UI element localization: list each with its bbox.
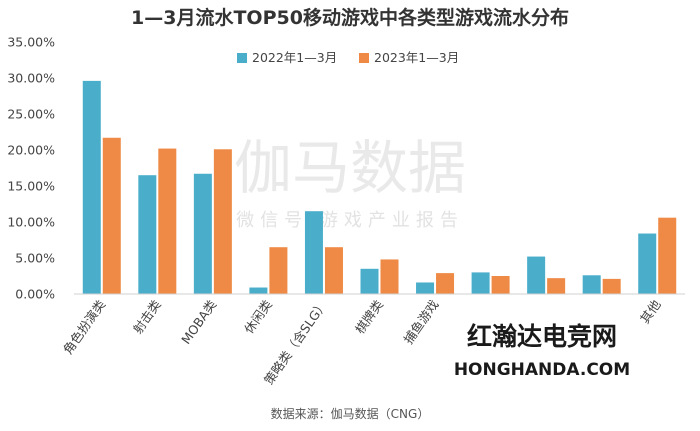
bar-2023 xyxy=(158,148,177,294)
x-category-label: MOBA类 xyxy=(178,297,219,347)
bar-2023 xyxy=(380,259,399,294)
watermark-subtitle: 微信号 游戏产业报告 xyxy=(236,210,464,231)
watermark-logo-text: 伽马数据 xyxy=(234,134,466,202)
bar-2022 xyxy=(249,287,268,294)
brand-overlay-en: HONGHANDA.COM xyxy=(454,360,630,380)
bar-2022 xyxy=(138,175,157,294)
y-tick-label: 0.00% xyxy=(15,287,55,302)
bar-2023 xyxy=(658,217,677,294)
bar-2022 xyxy=(638,233,657,294)
bar-2023 xyxy=(602,278,621,294)
chart-title: 1—3月流水TOP50移动游戏中各类型游戏流水分布 xyxy=(131,6,569,29)
y-tick-label: 30.00% xyxy=(7,71,55,86)
legend-swatch-2022 xyxy=(237,53,247,63)
x-category-label: 棋牌类 xyxy=(352,297,386,337)
y-tick-label: 5.00% xyxy=(15,251,55,266)
bar-2022 xyxy=(360,268,379,294)
x-category-label: 角色扮演类 xyxy=(60,297,108,357)
source-note: 数据来源：伽马数据（CNG） xyxy=(271,406,430,421)
bar-2023 xyxy=(269,247,288,294)
bar-2023 xyxy=(102,137,121,294)
bar-2022 xyxy=(527,256,546,294)
bar-2022 xyxy=(416,282,435,294)
y-axis: 0.00% 5.00% 10.00% 15.00% 20.00% 25.00% 30.00%… xyxy=(7,35,55,302)
bar-2023 xyxy=(213,149,232,294)
brand-overlay-cn: 红瀚达电竞网 xyxy=(467,322,617,351)
bar-2022 xyxy=(582,275,601,294)
bar-2023 xyxy=(547,278,566,294)
brand-overlay-bg-en xyxy=(449,356,635,380)
legend-label-2023: 2023年1—3月 xyxy=(374,50,459,65)
bar-2022 xyxy=(82,80,101,294)
x-category-label: 其他 xyxy=(637,297,664,326)
bar-2022 xyxy=(193,173,212,294)
y-tick-label: 20.00% xyxy=(7,143,55,158)
legend-swatch-2023 xyxy=(359,53,369,63)
bar-2022 xyxy=(304,211,323,294)
bar-2023 xyxy=(324,247,343,294)
x-category-label: 射击类 xyxy=(130,297,164,337)
bars xyxy=(82,80,677,294)
legend: 2022年1—3月 2023年1—3月 xyxy=(237,50,459,65)
legend-label-2022: 2022年1—3月 xyxy=(252,50,337,65)
y-tick-label: 15.00% xyxy=(7,179,55,194)
x-category-label: 捕鱼游戏 xyxy=(401,297,442,347)
brand-overlay: 红瀚达电竞网 HONGHANDA.COM xyxy=(449,316,635,380)
bar-2023 xyxy=(436,273,455,294)
bar-2023 xyxy=(491,276,510,294)
brand-overlay-bg xyxy=(449,316,635,356)
y-tick-label: 25.00% xyxy=(7,107,55,122)
x-category-label: 休闲类 xyxy=(241,297,275,337)
y-tick-label: 35.00% xyxy=(7,35,55,50)
y-tick-label: 10.00% xyxy=(7,215,55,230)
bar-2022 xyxy=(471,272,490,294)
